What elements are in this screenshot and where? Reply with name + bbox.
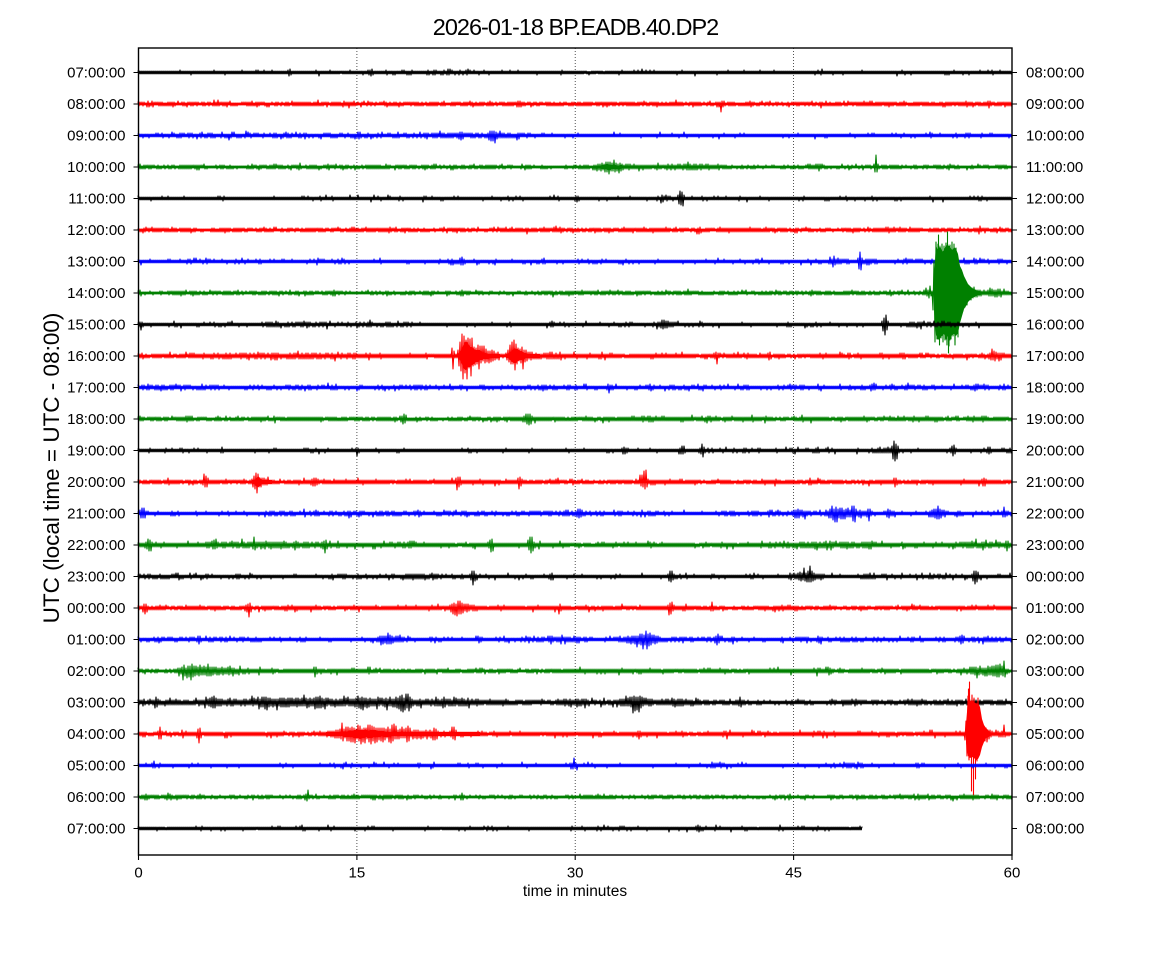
svg-text:60: 60	[1004, 865, 1021, 882]
svg-text:02:00:00: 02:00:00	[67, 663, 125, 680]
svg-text:09:00:00: 09:00:00	[1026, 96, 1084, 113]
svg-text:14:00:00: 14:00:00	[1026, 254, 1084, 271]
svg-text:01:00:00: 01:00:00	[67, 632, 125, 649]
svg-text:18:00:00: 18:00:00	[67, 411, 125, 428]
svg-text:10:00:00: 10:00:00	[67, 159, 125, 176]
svg-text:16:00:00: 16:00:00	[1026, 317, 1084, 334]
svg-text:04:00:00: 04:00:00	[1026, 695, 1084, 712]
svg-text:13:00:00: 13:00:00	[67, 254, 125, 271]
svg-text:00:00:00: 00:00:00	[1026, 569, 1084, 586]
svg-text:45: 45	[785, 865, 802, 882]
svg-text:20:00:00: 20:00:00	[67, 474, 125, 491]
svg-text:03:00:00: 03:00:00	[67, 695, 125, 712]
svg-text:23:00:00: 23:00:00	[1026, 537, 1084, 554]
svg-text:03:00:00: 03:00:00	[1026, 663, 1084, 680]
svg-text:18:00:00: 18:00:00	[1026, 380, 1084, 397]
svg-text:22:00:00: 22:00:00	[67, 537, 125, 554]
svg-text:19:00:00: 19:00:00	[1026, 411, 1084, 428]
svg-text:04:00:00: 04:00:00	[67, 726, 125, 743]
svg-text:10:00:00: 10:00:00	[1026, 128, 1084, 145]
svg-text:20:00:00: 20:00:00	[1026, 443, 1084, 460]
svg-text:19:00:00: 19:00:00	[67, 443, 125, 460]
svg-text:30: 30	[567, 865, 584, 882]
svg-text:08:00:00: 08:00:00	[1026, 821, 1084, 838]
svg-text:01:00:00: 01:00:00	[1026, 600, 1084, 617]
svg-text:07:00:00: 07:00:00	[1026, 789, 1084, 806]
svg-text:0: 0	[134, 865, 142, 882]
svg-text:17:00:00: 17:00:00	[1026, 348, 1084, 365]
svg-text:11:00:00: 11:00:00	[1026, 159, 1083, 176]
svg-text:00:00:00: 00:00:00	[67, 600, 125, 617]
svg-text:17:00:00: 17:00:00	[67, 380, 125, 397]
svg-text:11:00:00: 11:00:00	[68, 191, 125, 208]
svg-text:09:00:00: 09:00:00	[67, 128, 125, 145]
svg-text:22:00:00: 22:00:00	[1026, 506, 1084, 523]
svg-text:14:00:00: 14:00:00	[67, 285, 125, 302]
svg-text:07:00:00: 07:00:00	[67, 65, 125, 82]
svg-text:06:00:00: 06:00:00	[67, 789, 125, 806]
svg-text:time in minutes: time in minutes	[523, 883, 627, 900]
svg-text:12:00:00: 12:00:00	[67, 222, 125, 239]
svg-text:02:00:00: 02:00:00	[1026, 632, 1084, 649]
svg-text:23:00:00: 23:00:00	[67, 569, 125, 586]
svg-text:16:00:00: 16:00:00	[67, 348, 125, 365]
svg-text:07:00:00: 07:00:00	[67, 821, 125, 838]
svg-text:UTC (local time = UTC - 08:00): UTC (local time = UTC - 08:00)	[39, 313, 64, 624]
svg-text:13:00:00: 13:00:00	[1026, 222, 1084, 239]
svg-text:12:00:00: 12:00:00	[1026, 191, 1084, 208]
svg-text:21:00:00: 21:00:00	[67, 506, 125, 523]
svg-text:15:00:00: 15:00:00	[1026, 285, 1084, 302]
svg-text:08:00:00: 08:00:00	[1026, 65, 1084, 82]
svg-text:05:00:00: 05:00:00	[1026, 726, 1084, 743]
svg-text:2026-01-18 BP.EADB.40.DP2: 2026-01-18 BP.EADB.40.DP2	[433, 14, 719, 40]
svg-text:06:00:00: 06:00:00	[1026, 758, 1084, 775]
svg-text:05:00:00: 05:00:00	[67, 758, 125, 775]
svg-text:15:00:00: 15:00:00	[67, 317, 125, 334]
svg-text:21:00:00: 21:00:00	[1026, 474, 1084, 491]
svg-text:15: 15	[349, 865, 366, 882]
svg-text:08:00:00: 08:00:00	[67, 96, 125, 113]
